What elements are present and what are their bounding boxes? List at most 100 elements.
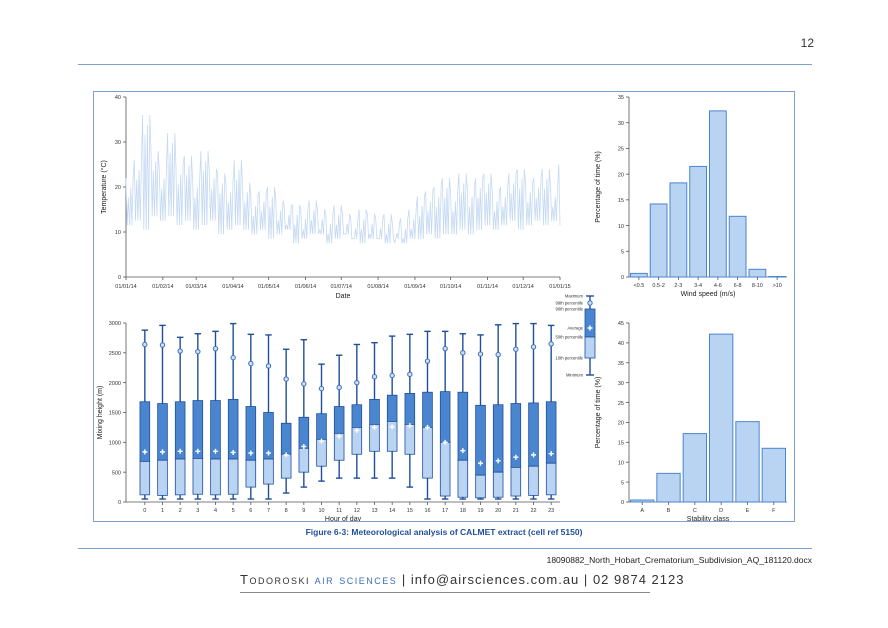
- x-tick-label: 22: [530, 508, 536, 514]
- bar: [748, 268, 767, 278]
- y-tick-label: 35: [618, 95, 624, 101]
- p99-marker: [265, 363, 272, 369]
- p99-marker: [177, 348, 183, 354]
- x-tick-label: 1: [161, 508, 164, 514]
- x-tick-label: 01/12/14: [512, 284, 533, 290]
- bar: [649, 203, 668, 278]
- bar: [761, 447, 787, 503]
- y-axis-title: Percentage of time (%): [595, 151, 602, 223]
- x-tick-label: 01/10/14: [440, 284, 461, 290]
- mean-marker: [460, 448, 466, 454]
- x-tick-label: F: [772, 508, 776, 514]
- p99-marker: [424, 358, 431, 364]
- p99-marker: [389, 372, 395, 379]
- x-tick-label: 01/11/14: [477, 284, 498, 290]
- box-lower: [227, 458, 239, 495]
- legend-label: Maximum: [565, 294, 584, 299]
- y-tick-label: 2500: [109, 351, 121, 357]
- document-reference: 18090882_North_Hobart_Crematorium_Subdiv…: [546, 555, 812, 565]
- legend-label: 10th percentile: [556, 356, 584, 361]
- mean-marker: [495, 458, 501, 464]
- x-tick-label: 12: [354, 508, 360, 514]
- mean-marker: [407, 423, 413, 429]
- x-tick-label: 01/04/14: [222, 284, 243, 290]
- company-name: Todoroski: [240, 572, 310, 587]
- x-tick-label: 11: [336, 508, 342, 514]
- y-tick-label: 1500: [109, 411, 121, 417]
- box-upper: [298, 416, 310, 449]
- stability-class-chart: 0 5 10 15 20 25 30 35 40 45 Percentage of time (%)…: [595, 321, 787, 521]
- mean-marker: [160, 449, 165, 455]
- figure-frame: 0 10 20 30 40 Temperature (°C) 01/01/14 01/02/1…: [93, 91, 795, 522]
- y-tick-label: 40: [618, 341, 624, 347]
- legend-label: 99th percentile: [556, 301, 584, 306]
- x-axis-title: Date: [336, 293, 351, 300]
- box-lower: [280, 453, 292, 479]
- x-tick-label: 01/07/14: [331, 284, 352, 290]
- temperature-series-line: [125, 114, 561, 245]
- box-lower: [139, 461, 151, 496]
- x-tick-label: 4-6: [714, 283, 722, 289]
- x-tick-label: C: [693, 508, 697, 514]
- wind-speed-chart: 0 5 10 15 20 25 30 35 Percentage of time (%) <0.5…: [595, 95, 787, 298]
- y-tick-label: 30: [115, 140, 121, 146]
- x-tick-label: 6: [249, 508, 252, 514]
- y-tick-label: 10: [618, 224, 624, 230]
- x-tick-label: <0.5: [633, 283, 644, 289]
- x-tick-label: E: [746, 508, 750, 514]
- box-lower: [457, 459, 469, 498]
- mean-marker: [442, 439, 448, 445]
- p99-marker: [248, 360, 254, 367]
- box-lower: [192, 458, 204, 495]
- y-tick-label: 3000: [109, 321, 121, 327]
- box-upper: [351, 404, 363, 428]
- y-tick-label: 45: [618, 321, 624, 327]
- x-tick-label: A: [640, 508, 644, 514]
- legend-mean-marker: [587, 325, 593, 331]
- bar: [768, 275, 786, 278]
- box-lower: [492, 471, 504, 498]
- mean-marker: [319, 438, 324, 444]
- mean-marker: [425, 424, 430, 430]
- x-tick-label: 01/01/14: [115, 284, 136, 290]
- p99-marker: [495, 351, 501, 358]
- box-lower: [422, 427, 433, 479]
- box-lower: [439, 441, 451, 497]
- x-tick-label: B: [667, 508, 671, 514]
- x-tick-label: D: [719, 508, 723, 514]
- p99-marker: [442, 345, 448, 352]
- x-tick-label: 23: [548, 508, 554, 514]
- p99-marker: [318, 385, 325, 392]
- x-tick-label: 20: [495, 508, 501, 514]
- bar: [709, 333, 734, 503]
- p99-marker: [530, 344, 537, 350]
- p99-marker: [142, 341, 148, 348]
- x-tick-label: 5: [232, 508, 235, 514]
- y-tick-label: 10: [115, 230, 121, 236]
- box-lower: [404, 424, 416, 455]
- x-tick-label: 2-3: [674, 283, 682, 289]
- figure-caption: Figure 6-3: Meteorological analysis of C…: [305, 527, 583, 537]
- box-upper: [333, 406, 345, 434]
- footer-separator: |: [401, 572, 407, 587]
- legend-label: Minimum: [566, 373, 583, 378]
- p99-marker: [212, 345, 219, 352]
- footer-rule: [78, 548, 812, 549]
- x-tick-label: 7: [267, 508, 270, 514]
- y-tick-label: 0: [118, 500, 121, 506]
- y-tick-label: 0: [118, 275, 121, 281]
- y-axis-title: Percentage of time (%): [595, 377, 602, 449]
- page-number: 12: [800, 36, 814, 50]
- footer-email: info@airsciences.com.au: [410, 572, 580, 587]
- box-upper: [386, 394, 398, 422]
- x-axis-title: Wind speed (m/s): [681, 291, 736, 298]
- box-lower: [333, 432, 345, 461]
- y-tick-label: 5: [621, 480, 624, 486]
- box-lower: [386, 421, 398, 452]
- bar: [689, 165, 707, 278]
- x-tick-label: 01/05/14: [258, 284, 279, 290]
- box-lower: [369, 424, 380, 452]
- y-tick-label: 15: [618, 441, 624, 447]
- company-name-accent: air sciences: [314, 572, 398, 587]
